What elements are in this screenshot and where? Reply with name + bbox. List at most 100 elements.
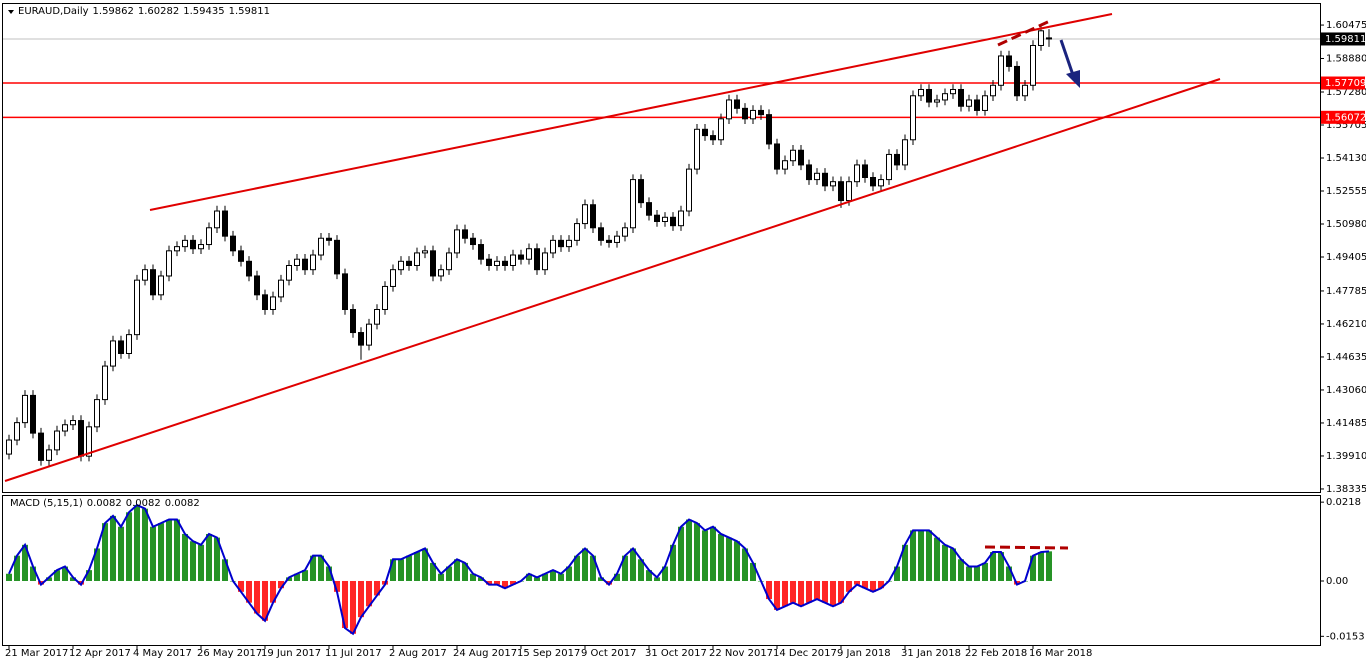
macd-bar — [670, 544, 676, 581]
macd-bar — [638, 559, 644, 581]
macd-bar — [150, 526, 156, 581]
macd-bar — [1046, 551, 1052, 581]
candle-body — [414, 252, 420, 266]
level-box — [1321, 76, 1365, 90]
candle-body — [726, 99, 732, 120]
macd-bar — [198, 544, 204, 581]
candle-body — [398, 260, 404, 271]
macd-bar — [238, 580, 244, 592]
x-tick-label: 2 Aug 2017 — [389, 648, 447, 659]
candle-body — [734, 99, 740, 109]
candle-body — [182, 239, 188, 248]
candle-body — [46, 449, 52, 461]
candle-body — [598, 227, 604, 241]
macd-bar — [302, 570, 308, 581]
candle-body — [270, 296, 276, 310]
macd-bar — [46, 577, 52, 581]
macd-bar — [582, 548, 588, 581]
x-tick-label: 19 Jun 2017 — [261, 648, 321, 659]
candle-body — [286, 264, 292, 281]
candle-body — [334, 239, 340, 275]
macd-value: 0.0082 — [125, 498, 161, 509]
candle-body — [238, 250, 244, 262]
macd-bar — [718, 533, 724, 581]
macd-bar — [14, 555, 20, 581]
current-price-label: 1.59811 — [1325, 34, 1366, 45]
macd-bar — [982, 562, 988, 581]
macd-bar — [838, 580, 844, 603]
macd-bar — [814, 580, 820, 600]
macd-bar — [262, 580, 268, 621]
candle-body — [230, 235, 236, 252]
y-tick-label: -0.0153 — [1326, 631, 1365, 642]
candle-body — [1022, 84, 1028, 97]
macd-bar — [766, 580, 772, 600]
macd-bar — [430, 562, 436, 581]
candle-body — [822, 172, 828, 187]
candle-body — [862, 164, 868, 178]
candle-body — [814, 172, 820, 181]
macd-bar — [486, 580, 492, 585]
candle-body — [102, 365, 108, 401]
candle-body — [1014, 65, 1020, 97]
candle-body — [358, 332, 364, 346]
candle-body — [30, 394, 36, 434]
macd-bar — [558, 573, 564, 581]
candle-body — [958, 88, 964, 107]
macd-frame — [2, 495, 1321, 646]
macd-bar — [350, 580, 356, 634]
macd-bar — [118, 526, 124, 581]
macd-bar — [774, 580, 780, 610]
candle-body — [262, 294, 268, 310]
level-box — [1321, 110, 1365, 124]
macd-bar — [406, 555, 412, 581]
macd-bar — [614, 573, 620, 581]
macd-bar — [918, 530, 924, 581]
candle-body — [926, 88, 932, 103]
candle-body — [566, 239, 572, 248]
candle-body — [502, 260, 508, 266]
macd-bar — [270, 580, 276, 603]
candle-body — [110, 340, 116, 367]
candle-body — [614, 235, 620, 243]
candle-body — [190, 239, 196, 250]
y-tick-label: 1.54130 — [1326, 153, 1366, 164]
candle-body — [974, 99, 980, 111]
macd-bar — [310, 555, 316, 581]
level-label: 1.57709 — [1325, 78, 1366, 89]
macd-bar — [534, 577, 540, 581]
candle-body — [854, 164, 860, 183]
arrow-head — [1066, 70, 1080, 88]
macd-bar — [526, 573, 532, 581]
menu-arrow[interactable] — [8, 10, 14, 14]
macd-bar — [790, 580, 796, 603]
macd-bar — [806, 580, 812, 603]
macd-bar — [414, 552, 420, 581]
header-low: 1.59435 — [183, 6, 225, 17]
candle-body — [366, 323, 372, 346]
macd-bar — [550, 570, 556, 581]
macd-bar — [166, 519, 172, 581]
y-tick-label: 1.43060 — [1326, 385, 1366, 396]
candle-body — [798, 149, 804, 166]
y-tick-label: 1.49405 — [1326, 252, 1366, 263]
candle-body — [54, 430, 60, 451]
candle-body — [662, 216, 668, 222]
macd-bar — [542, 573, 548, 581]
candle-body — [302, 258, 308, 271]
x-tick-label: 9 Oct 2017 — [581, 648, 636, 659]
candle-body — [486, 258, 492, 266]
candle-body — [374, 308, 380, 325]
macd-bar — [54, 570, 60, 581]
macd-bar — [710, 526, 716, 581]
macd-bar — [686, 519, 692, 581]
candle-body — [214, 210, 220, 229]
macd-bar — [470, 573, 476, 581]
candle-body — [174, 246, 180, 252]
candle-body — [1046, 37, 1052, 40]
macd-bar — [102, 523, 108, 581]
macd-bar — [894, 566, 900, 581]
x-tick-label: 12 Apr 2017 — [69, 648, 131, 659]
